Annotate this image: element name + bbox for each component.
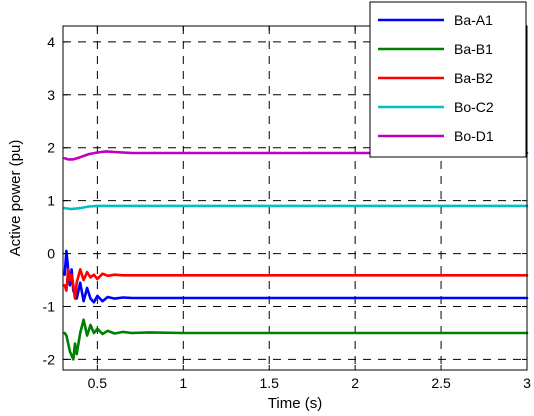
x-tick-label: 1 (179, 375, 187, 391)
y-axis-label: Active power (pu) (7, 140, 24, 257)
x-axis-label: Time (s) (268, 395, 322, 412)
y-tick-label: 1 (47, 193, 55, 209)
x-tick-label: 0.5 (88, 375, 108, 391)
x-tick-label: 3 (523, 375, 531, 391)
y-tick-label: -2 (43, 351, 56, 367)
x-tick-label: 2.5 (431, 375, 451, 391)
grid (63, 26, 528, 370)
x-tick-label: 1.5 (259, 375, 279, 391)
series-line-ba-b1 (63, 318, 529, 361)
plot-frame (62, 25, 528, 371)
axis-ticks: 0.5 1 1.5 2 2.5 3 -2 -1 0 1 2 3 4 (43, 26, 531, 391)
legend-label: Ba-B1 (454, 41, 493, 57)
series-line-ba-a1 (63, 249, 529, 304)
legend: Ba-A1 Ba-B1 Ba-B2 Bo-C2 Bo-D1 (369, 1, 527, 158)
legend-label: Ba-B2 (454, 70, 493, 86)
legend-label: Bo-C2 (454, 99, 494, 115)
y-tick-label: 3 (47, 87, 55, 103)
y-tick-label: 0 (47, 246, 55, 262)
series-line-bo-c2 (63, 204, 529, 211)
y-tick-label: 4 (47, 34, 55, 50)
legend-label: Ba-A1 (454, 12, 493, 28)
data-series (63, 150, 529, 361)
y-tick-label: -1 (43, 298, 56, 314)
legend-label: Bo-D1 (454, 128, 494, 144)
series-line-bo-d1 (63, 150, 529, 161)
series-line-ba-b2 (63, 268, 529, 300)
x-tick-label: 2 (351, 375, 359, 391)
y-tick-label: 2 (47, 140, 55, 156)
legend-box (369, 1, 527, 158)
